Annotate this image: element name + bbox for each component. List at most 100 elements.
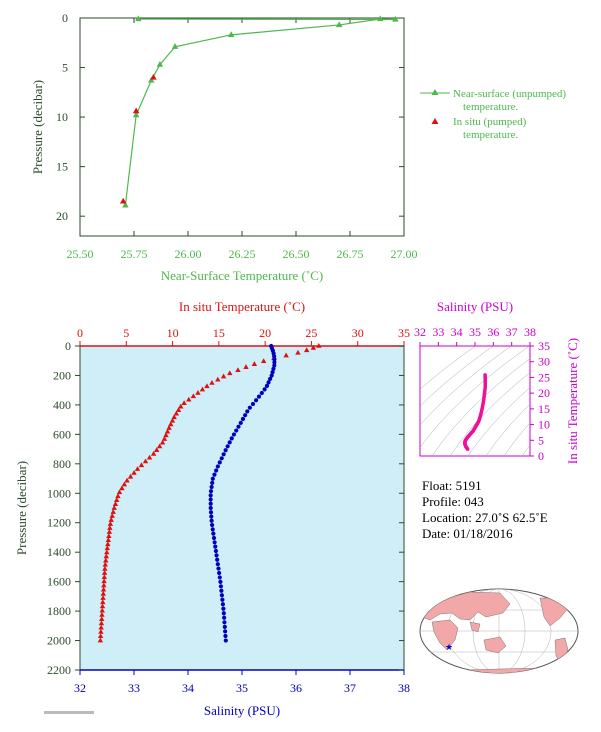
density-contour [485, 403, 530, 456]
unpumped-temperature-point [132, 111, 140, 118]
salinity-point [266, 380, 271, 385]
ts-x-tick-label: 38 [524, 325, 536, 339]
temperature-point [181, 400, 187, 406]
salinity-point [268, 376, 273, 381]
salinity-point [272, 354, 277, 359]
temperature-point [138, 462, 145, 468]
temperature-point [235, 367, 241, 373]
top-y-tick-label: 20 [56, 209, 68, 223]
top-x-tick-label: 26.75 [337, 247, 364, 261]
salinity-point [212, 540, 217, 545]
pressure-tick-label: 800 [53, 457, 71, 471]
temperature-point [101, 574, 108, 580]
salinity-point [213, 548, 219, 554]
temperature-point [104, 549, 110, 555]
temperature-point [107, 521, 114, 526]
temperature-point [103, 553, 109, 559]
pressure-tick-label: 1800 [47, 604, 71, 618]
ts-x-tick-label: 37 [506, 325, 518, 339]
temperature-point [98, 620, 105, 626]
pressure-tick-label: 200 [53, 368, 71, 382]
salinity-point [210, 527, 215, 532]
top-chart: 25.50 25.75 26.00 26.25 26.50 26.75 27.00 0 5 10 1… [30, 11, 566, 283]
pressure-tick-label: 2200 [47, 663, 71, 677]
temperature-point [243, 364, 249, 369]
temperature-point [166, 425, 172, 430]
salinity-point [225, 444, 230, 449]
legend-pumped-line2: temperature. [463, 129, 519, 141]
profile-axes: 0 5 10 15 20 25 30 35 32 33 34 35 36 37 38 0 200 400 600 80… [47, 326, 410, 695]
temperature-point [142, 458, 149, 464]
ts-x-tick-label: 36 [487, 325, 499, 339]
pumped-temperature-point [119, 197, 127, 204]
salinity-point [208, 489, 214, 494]
profile-top-axis-label: In situ Temperature (˚C) [179, 299, 305, 314]
temperature-point [103, 557, 109, 563]
temperature-point [101, 582, 107, 588]
ts-y-tick-label: 5 [538, 433, 544, 447]
ts-x-tick-label: 35 [469, 325, 481, 339]
temperature-point [150, 450, 157, 456]
profile-date: Date: 01/18/2016 [422, 526, 513, 541]
salinity-point [234, 428, 239, 433]
unpumped-temperature-point [122, 201, 129, 208]
salinity-point [271, 366, 276, 371]
temperature-point [108, 517, 114, 522]
temperature-point [168, 421, 174, 427]
temperature-point [310, 344, 317, 350]
temperature-point [215, 376, 221, 382]
salinity-point [214, 553, 219, 558]
temperature-point [153, 447, 160, 452]
pressure-tick-label: 600 [53, 427, 71, 441]
profile-bottom-axis-label: Salinity (PSU) [204, 703, 280, 718]
ts-y-tick-label: 20 [538, 386, 550, 400]
salinity-point [253, 398, 259, 403]
unpumped-temperature-point [156, 60, 164, 67]
temperature-point [99, 611, 105, 617]
salinity-point [219, 456, 224, 461]
salinity-point [264, 383, 270, 388]
ts-x-tick-label: 32 [414, 325, 426, 339]
temperature-point [114, 497, 120, 502]
salinity-point [262, 387, 267, 392]
salinity-point [209, 514, 214, 519]
salinity-point [227, 440, 232, 445]
legend-unpumped-line2: temperature. [463, 101, 519, 113]
legend-label-pumped: In situ (pumped) temperature. [453, 116, 529, 141]
salinity-point [209, 522, 215, 528]
ts-y-tick-label: 35 [538, 339, 550, 353]
float-location: Location: 27.0˚S 62.5˚E [422, 510, 548, 525]
temperature-point [110, 509, 116, 514]
top-x-tick-label: 27.00 [391, 247, 418, 261]
temperature-point [316, 343, 322, 348]
temperature-point [295, 349, 301, 355]
salinity-point [221, 611, 226, 616]
temperature-point [106, 533, 112, 538]
temperature-point [303, 347, 310, 353]
temperature-point [102, 565, 108, 571]
salinity-point [210, 480, 215, 485]
salinity-point [272, 363, 277, 368]
temperature-tick-label: 35 [398, 326, 410, 340]
salinity-point [209, 518, 214, 523]
temperature-point [111, 505, 117, 510]
unpumped-temperature-point [392, 15, 399, 22]
salinity-tick-label: 34 [182, 681, 194, 695]
salinity-point [238, 420, 243, 425]
salinity-point [220, 597, 225, 602]
salinity-point [247, 405, 252, 410]
temperature-point [105, 537, 112, 543]
top-y-tick-label: 0 [62, 11, 68, 25]
profile-plot-background [80, 346, 404, 670]
salinity-point [216, 566, 221, 571]
temperature-point [190, 393, 197, 399]
salinity-point [218, 584, 224, 589]
footer-credit [44, 711, 94, 714]
temperature-tick-label: 15 [213, 326, 225, 340]
pressure-tick-label: 1400 [47, 545, 71, 559]
temperature-point [199, 386, 206, 392]
unpumped-temperature-point [377, 15, 384, 22]
temperature-point [260, 358, 267, 363]
